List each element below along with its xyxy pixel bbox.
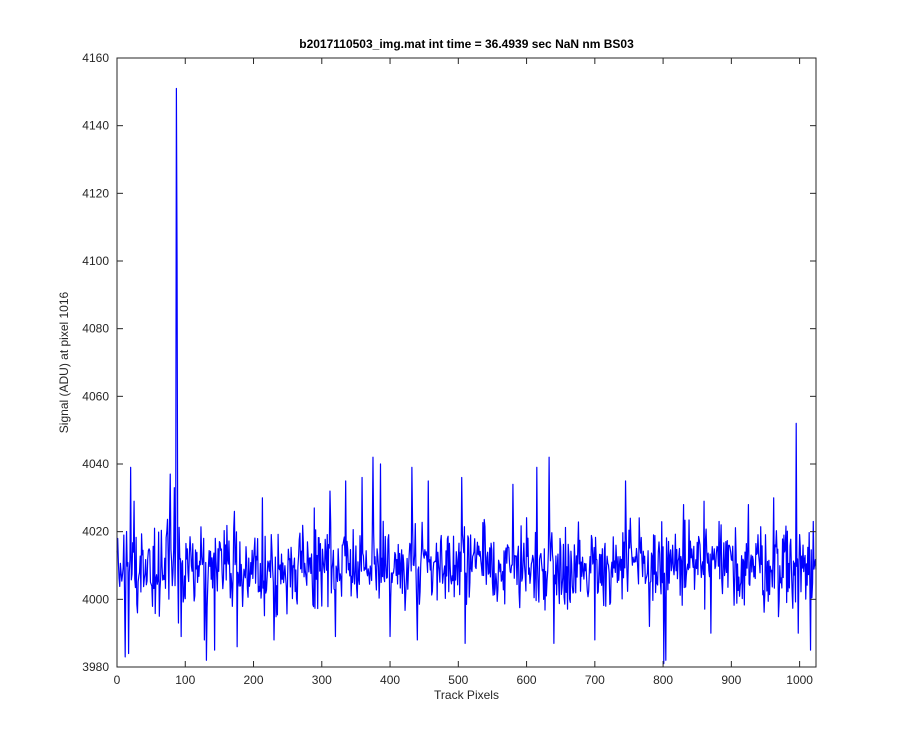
y-tick-label: 4140 bbox=[82, 119, 109, 133]
x-tick-label: 400 bbox=[380, 673, 400, 687]
x-tick-label: 800 bbox=[653, 673, 673, 687]
x-tick-label: 500 bbox=[448, 673, 468, 687]
series-line bbox=[116, 87, 817, 665]
x-tick-label: 600 bbox=[517, 673, 537, 687]
x-tick-label: 900 bbox=[721, 673, 741, 687]
y-tick-label: 4000 bbox=[82, 592, 109, 606]
y-tick-label: 4040 bbox=[82, 457, 109, 471]
x-axis: 0 100 200 300 400 500 600 700 800 900 1000 bbox=[114, 58, 813, 687]
series-group bbox=[116, 87, 817, 665]
y-tick-label: 4120 bbox=[82, 186, 109, 200]
y-axis-label: Signal (ADU) at pixel 1016 bbox=[57, 291, 71, 433]
y-tick-label: 4100 bbox=[82, 254, 109, 268]
x-axis-label: Track Pixels bbox=[434, 688, 499, 702]
plot-title: b2017110503_img.mat int time = 36.4939 s… bbox=[299, 37, 634, 51]
y-tick-label: 3980 bbox=[82, 660, 109, 674]
axes-box bbox=[116, 57, 817, 668]
x-tick-label: 300 bbox=[312, 673, 332, 687]
x-tick-label: 1000 bbox=[786, 673, 813, 687]
y-tick-label: 4080 bbox=[82, 322, 109, 336]
y-tick-label: 4160 bbox=[82, 51, 109, 65]
y-axis: 3980 4000 4020 4040 4060 4080 4100 4120 4140 4160 bbox=[82, 51, 816, 674]
y-tick-label: 4060 bbox=[82, 389, 109, 403]
x-tick-label: 700 bbox=[585, 673, 605, 687]
x-tick-label: 100 bbox=[175, 673, 195, 687]
x-tick-label: 200 bbox=[244, 673, 264, 687]
y-tick-label: 4020 bbox=[82, 525, 109, 539]
x-tick-label: 0 bbox=[114, 673, 121, 687]
